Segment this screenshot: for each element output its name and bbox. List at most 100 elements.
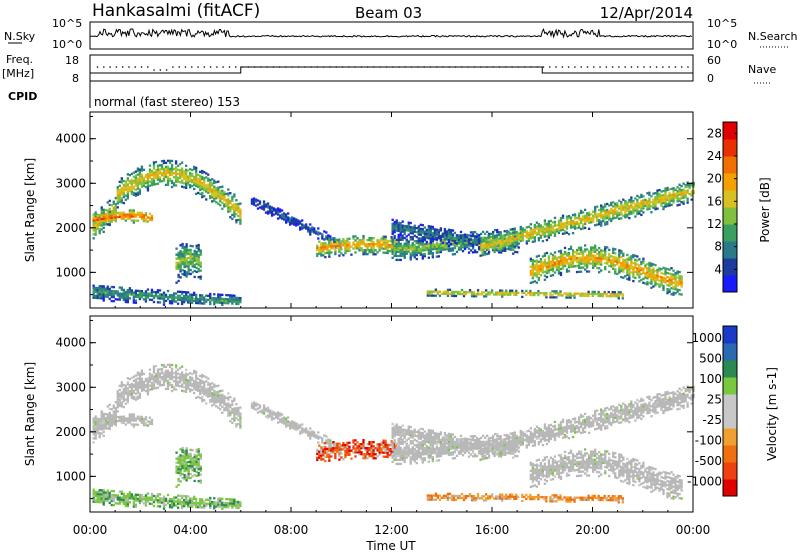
velocity-cell <box>158 372 162 375</box>
velocity-cell <box>188 382 192 385</box>
power-cell <box>124 215 127 218</box>
power-cell <box>557 256 561 259</box>
power-cell <box>188 301 192 304</box>
power-cell <box>598 214 601 218</box>
power-cell <box>658 283 661 286</box>
power-cell <box>535 291 538 295</box>
nave-dot <box>347 66 350 68</box>
power-cell <box>648 271 651 275</box>
power-cell <box>525 293 528 297</box>
power-cell <box>575 270 579 274</box>
power-cell <box>185 249 188 252</box>
velocity-cell <box>106 489 109 492</box>
power-cell <box>128 291 132 294</box>
power-cell <box>120 197 123 200</box>
power-cell <box>229 296 232 299</box>
power-cell <box>152 177 156 180</box>
power-cell <box>462 290 466 294</box>
power-cell <box>618 251 621 254</box>
velocity-cell <box>193 369 196 373</box>
power-cell <box>660 190 663 193</box>
power-cell <box>128 179 132 183</box>
power-cell <box>116 196 119 199</box>
power-cell <box>419 249 422 252</box>
power-cell <box>621 293 624 296</box>
power-cell <box>146 185 150 188</box>
power-cell <box>577 248 581 251</box>
power-cell <box>640 213 643 217</box>
power-cell <box>92 219 95 222</box>
power-cell <box>156 176 160 179</box>
velocity-cell <box>195 396 198 400</box>
power-cell <box>114 205 117 208</box>
nsky-label: N.Sky <box>4 30 36 43</box>
power-cell <box>476 291 480 294</box>
velocity-cell <box>217 384 220 387</box>
power-cell <box>179 260 182 263</box>
power-cell <box>140 183 144 186</box>
power-cell <box>511 243 514 247</box>
power-cell <box>652 206 655 209</box>
velocity-cell <box>162 377 166 381</box>
velocity-cell <box>126 397 129 400</box>
power-cell <box>676 192 679 195</box>
power-cell <box>183 269 186 273</box>
power-cell <box>425 248 428 252</box>
power-cell <box>445 246 449 249</box>
power-cell <box>374 243 377 246</box>
power-cell <box>409 225 412 229</box>
power-cell <box>128 287 132 290</box>
power-cell <box>237 302 240 306</box>
nave-dot <box>159 69 162 71</box>
power-cell <box>674 278 677 281</box>
power-cell <box>567 270 571 273</box>
velocity-cell <box>102 503 105 506</box>
power-cell <box>638 276 641 279</box>
velocity-cell <box>122 387 125 391</box>
power-cell <box>666 202 669 206</box>
velocity-cell <box>118 394 121 398</box>
power-cell <box>581 225 585 228</box>
power-cell <box>134 180 138 183</box>
power-cell <box>612 255 615 258</box>
velocity-cell <box>106 413 109 416</box>
power-cell <box>541 267 545 270</box>
power-cell <box>638 280 641 283</box>
power-cell <box>384 239 387 242</box>
power-cell <box>390 246 393 249</box>
power-cell <box>407 244 410 247</box>
velocity-cell <box>201 379 204 383</box>
power-cell <box>130 186 134 190</box>
power-cell <box>401 246 404 250</box>
power-cell <box>227 294 230 297</box>
power-cell <box>393 221 396 224</box>
velocity-cell <box>215 401 218 404</box>
velocity-cell <box>140 500 144 503</box>
power-cell <box>604 213 607 216</box>
velocity-cell <box>130 493 134 496</box>
power-cell <box>195 299 198 303</box>
power-cell <box>162 175 166 179</box>
power-cell <box>565 270 569 273</box>
velocity-cell <box>118 490 121 493</box>
power-cell <box>142 182 146 186</box>
power-cell <box>391 256 394 260</box>
power-cell <box>291 216 294 219</box>
power-heatmap <box>92 159 695 307</box>
velocity-cell <box>168 371 172 375</box>
velocity-cell <box>118 417 121 421</box>
velocity-cell <box>144 500 148 503</box>
velocity-cell <box>174 366 178 369</box>
power-cell <box>415 241 418 245</box>
nave-dot <box>153 69 155 71</box>
velocity-cell <box>146 377 150 380</box>
power-cell <box>179 258 182 261</box>
power-cell <box>140 165 144 168</box>
power-cell <box>571 253 575 256</box>
power-cell <box>628 210 631 214</box>
velocity-cell <box>110 495 113 499</box>
velocity-cell <box>128 491 132 494</box>
velocity-cell <box>128 493 132 496</box>
velocity-cell <box>138 386 142 389</box>
power-cell <box>221 197 224 200</box>
